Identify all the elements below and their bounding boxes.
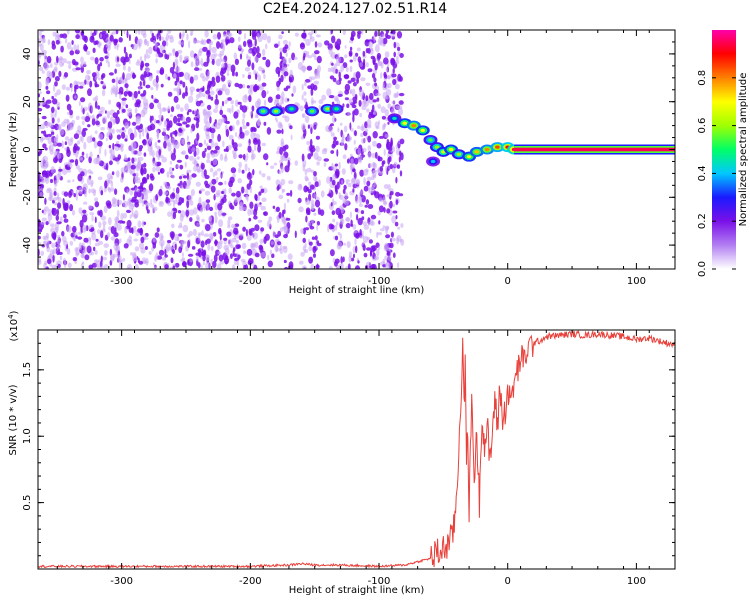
signal-point (420, 128, 426, 132)
x-tick-label: -100 (368, 576, 391, 587)
x-tick-label: 0 (505, 276, 511, 287)
y-tick-label: 1.5 (22, 362, 33, 378)
x-tick-label: -100 (368, 276, 391, 287)
y-tick-label: 1.0 (22, 428, 33, 444)
y-axis-label: Frequency (Hz) (8, 112, 19, 188)
x-tick-label: 100 (627, 276, 646, 287)
colorbar (712, 30, 736, 269)
y-tick-label: 20 (22, 95, 33, 108)
signal-point (273, 109, 279, 113)
signal-point (456, 152, 462, 156)
x-axis-label: Height of straight line (km) (289, 285, 425, 296)
signal-point (430, 159, 436, 164)
signal-point (402, 121, 408, 125)
colorbar-tick-label: 0.2 (697, 213, 708, 229)
signal-point (495, 145, 500, 149)
signal-point (428, 138, 433, 142)
x-tick-label: -200 (239, 576, 262, 587)
signal-point (474, 150, 480, 154)
signal-point (484, 147, 490, 152)
y-tick-label: 0.5 (22, 495, 33, 511)
colorbar-label: Normalized spectral amplitude (738, 73, 749, 227)
signal-point (392, 116, 397, 121)
signal-point (466, 155, 472, 159)
steady-line-core (514, 147, 675, 152)
y-axis-label: SNR (10 * v/v) (8, 384, 19, 455)
signal-point (448, 147, 454, 152)
y-tick-label: 0 (22, 146, 33, 152)
signal-point (334, 107, 339, 111)
signal-point (260, 109, 266, 113)
noise-speckle-field (38, 30, 405, 269)
x-tick-label: -300 (110, 276, 133, 287)
signal-point (309, 109, 315, 113)
snr-series-line (38, 330, 675, 569)
x-tick-label: 0 (505, 576, 511, 587)
signal-track (256, 103, 675, 167)
y-tick-label: 40 (22, 48, 33, 61)
chart-title: C2E4.2024.127.02.51.R14 (262, 1, 448, 17)
y-tick-label: -20 (22, 189, 33, 205)
x-axis-label: Height of straight line (km) (289, 585, 425, 596)
colorbar-tick-label: 0.6 (697, 118, 708, 134)
signal-point (325, 107, 330, 111)
signal-point (411, 124, 417, 128)
y-scale-label: (x104) (7, 310, 20, 341)
signal-point (434, 145, 440, 149)
y-tick-label: -40 (22, 237, 33, 253)
snr-frame (37, 329, 676, 570)
colorbar-tick-label: 0.0 (697, 261, 708, 277)
x-tick-label: 100 (627, 576, 646, 587)
colorbar-tick-label: 0.8 (697, 70, 708, 86)
x-tick-label: -300 (110, 576, 133, 587)
x-tick-label: -200 (239, 276, 262, 287)
colorbar-tick-label: 0.4 (697, 165, 708, 181)
signal-point (289, 107, 294, 111)
